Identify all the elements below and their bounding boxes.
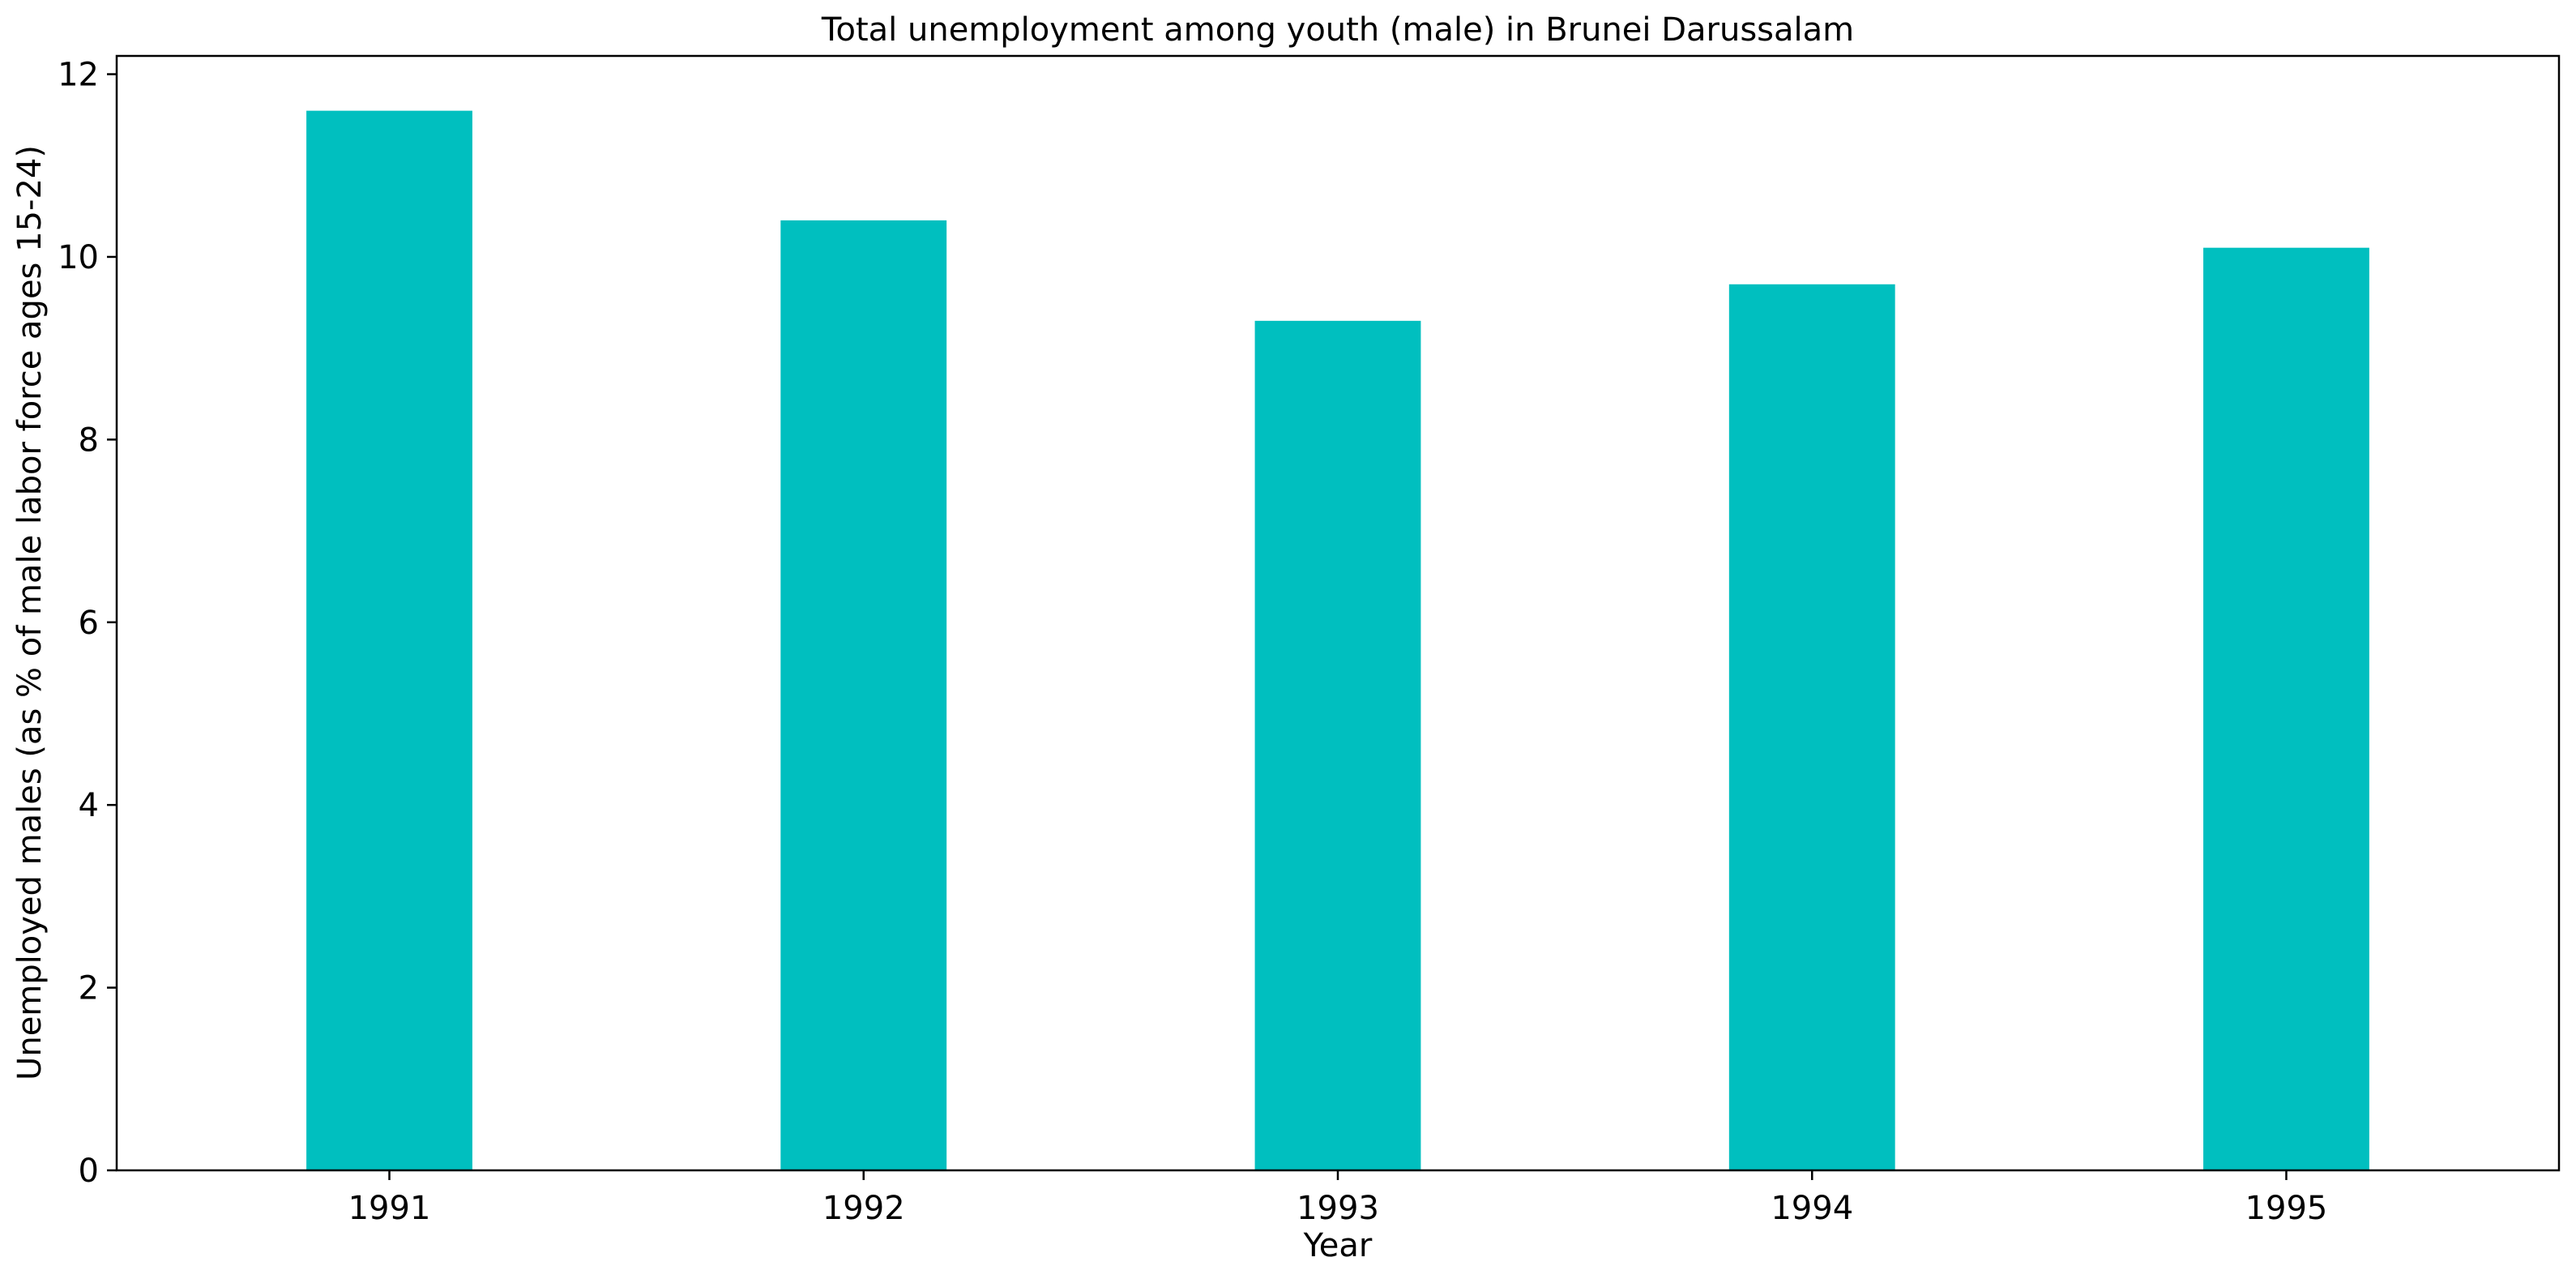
y-tick-label: 6 [79, 605, 99, 642]
x-axis-label: Year [1303, 1227, 1373, 1264]
x-tick-label-1994: 1994 [1771, 1190, 1853, 1227]
bar-1993 [1254, 320, 1421, 1171]
y-axis-label: Unemployed males (as % of male labor for… [11, 145, 49, 1080]
x-tick-label-1992: 1992 [822, 1190, 905, 1227]
y-tick-label: 10 [58, 239, 99, 276]
bars-layer [306, 110, 2369, 1171]
y-tick-label: 4 [79, 787, 99, 824]
y-tick-label: 0 [79, 1153, 99, 1190]
y-tick-label: 8 [79, 421, 99, 459]
x-tick-label-1993: 1993 [1297, 1190, 1379, 1227]
x-axis-ticks: 1991 1992 1993 1994 1995 [348, 1170, 2328, 1227]
bar-1992 [780, 220, 947, 1170]
chart-title: Total unemployment among youth (male) in… [821, 11, 1854, 49]
bar-1994 [1728, 284, 1895, 1170]
y-tick-label: 12 [58, 57, 99, 94]
bar-1991 [306, 110, 472, 1170]
y-axis-ticks: 0 2 4 6 8 10 12 [58, 57, 117, 1190]
x-tick-label-1995: 1995 [2245, 1190, 2328, 1227]
x-tick-label-1991: 1991 [348, 1190, 431, 1227]
y-tick-label: 2 [79, 970, 99, 1007]
bar-1995 [2203, 247, 2369, 1171]
